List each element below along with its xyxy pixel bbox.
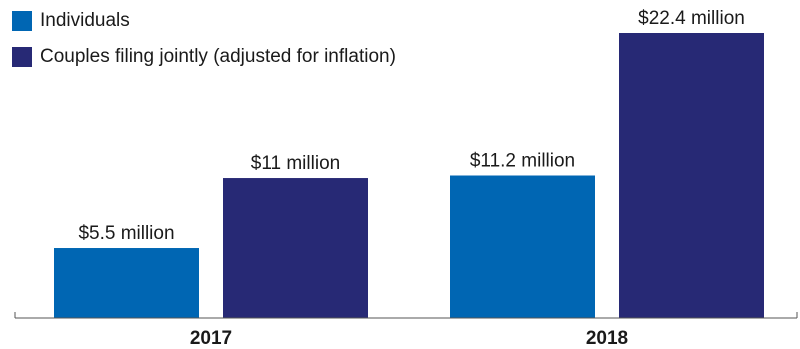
category-label-2017: 2017 <box>190 328 232 349</box>
bar-individuals-2018 <box>450 175 595 318</box>
legend-item-individuals: Individuals <box>12 10 396 32</box>
chart-legend: Individuals Couples filing jointly (adju… <box>12 10 396 82</box>
category-label-2018: 2018 <box>586 328 628 349</box>
bar-couples-2017 <box>223 178 368 318</box>
legend-swatch-couples <box>12 47 32 67</box>
bar-couples-2018 <box>619 33 764 318</box>
data-label-couples-2018: $22.4 million <box>638 8 745 29</box>
legend-swatch-individuals <box>12 11 32 31</box>
bar-individuals-2017 <box>54 248 199 318</box>
data-label-couples-2017: $11 million <box>251 153 340 174</box>
data-label-individuals-2017: $5.5 million <box>78 223 174 244</box>
legend-label-couples: Couples filing jointly (adjusted for inf… <box>40 46 396 67</box>
data-label-individuals-2018: $11.2 million <box>470 151 575 172</box>
legend-item-couples: Couples filing jointly (adjusted for inf… <box>12 46 396 68</box>
legend-label-individuals: Individuals <box>40 10 130 31</box>
